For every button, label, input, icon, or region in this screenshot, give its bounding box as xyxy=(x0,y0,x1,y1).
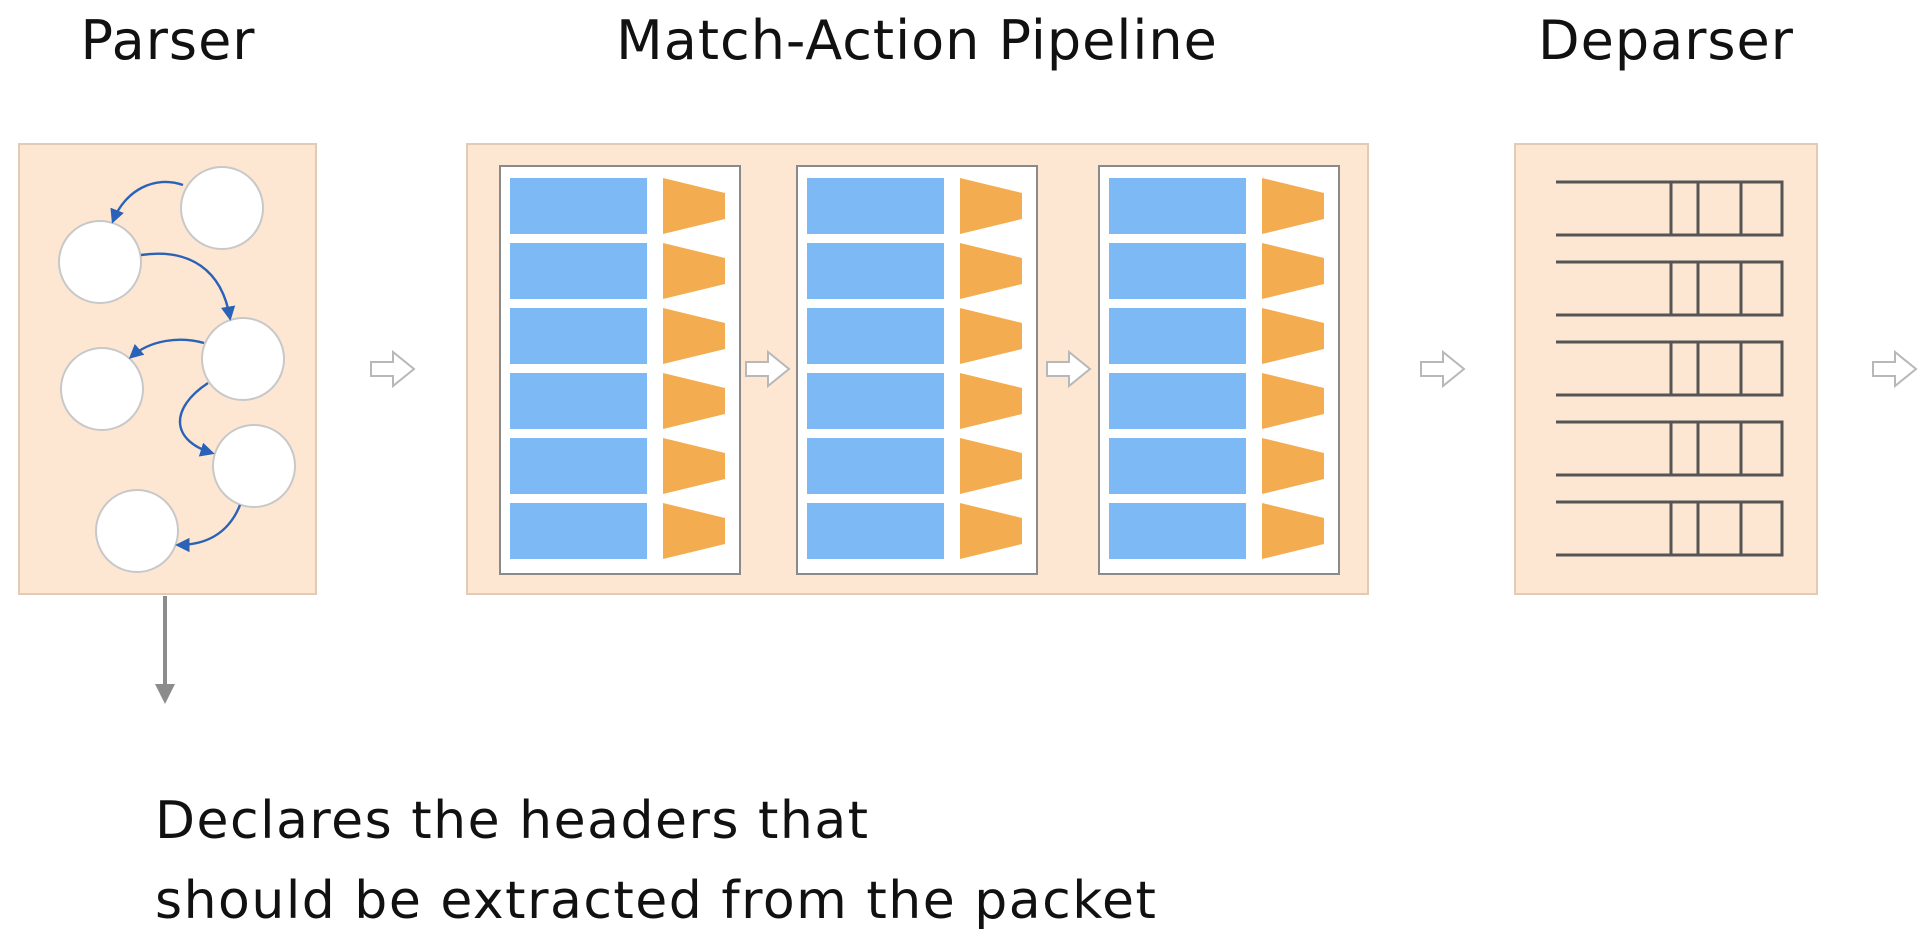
action-unit xyxy=(960,178,1022,234)
flow-arrow xyxy=(370,349,416,389)
action-unit xyxy=(960,438,1022,494)
match-table xyxy=(510,308,647,364)
action-unit xyxy=(663,438,725,494)
action-unit xyxy=(663,373,725,429)
action-unit xyxy=(1262,178,1324,234)
action-unit xyxy=(1262,438,1324,494)
match-table xyxy=(807,373,944,429)
flow-arrow xyxy=(1420,349,1466,389)
parser-state-node xyxy=(95,489,179,573)
action-unit xyxy=(960,308,1022,364)
deparser-header-row xyxy=(1556,420,1784,477)
match-table xyxy=(1109,243,1246,299)
match-table xyxy=(807,308,944,364)
action-unit xyxy=(960,373,1022,429)
action-unit xyxy=(663,308,725,364)
action-unit xyxy=(960,503,1022,559)
action-unit xyxy=(663,243,725,299)
action-unit xyxy=(663,178,725,234)
match-table xyxy=(1109,308,1246,364)
match-table xyxy=(1109,178,1246,234)
parser-caption-line-2: should be extracted from the packet xyxy=(155,871,1158,931)
deparser-header-row xyxy=(1556,340,1784,397)
match-table xyxy=(1109,438,1246,494)
parser-panel xyxy=(18,143,317,595)
parser-state-node xyxy=(201,317,285,401)
match-table xyxy=(1109,503,1246,559)
match-table xyxy=(510,243,647,299)
parser-state-node xyxy=(58,220,142,304)
parser-state-node xyxy=(60,347,144,431)
down-arrow xyxy=(155,596,175,704)
action-unit xyxy=(1262,373,1324,429)
pipeline-panel xyxy=(466,143,1369,595)
match-action-stage xyxy=(499,165,741,575)
parser-state-node xyxy=(180,166,264,250)
match-table xyxy=(510,373,647,429)
action-unit xyxy=(1262,243,1324,299)
match-action-stage xyxy=(1098,165,1340,575)
deparser-panel xyxy=(1514,143,1818,595)
action-unit xyxy=(663,503,725,559)
deparser-header-row xyxy=(1556,260,1784,317)
parser-transition-arrow xyxy=(128,338,205,359)
deparser-header-row xyxy=(1556,180,1784,237)
parser-transition-arrow xyxy=(175,504,242,553)
match-table xyxy=(1109,373,1246,429)
parser-title: Parser xyxy=(80,9,256,72)
flow-arrow xyxy=(1872,349,1918,389)
match-action-stage xyxy=(796,165,1038,575)
pipeline-title: Match-Action Pipeline xyxy=(616,9,1218,72)
parser-transition-arrow xyxy=(110,180,184,224)
action-unit xyxy=(1262,503,1324,559)
deparser-header-row xyxy=(1556,500,1784,557)
parser-transition-arrow xyxy=(178,381,215,457)
match-table xyxy=(807,243,944,299)
match-table xyxy=(807,503,944,559)
action-unit xyxy=(960,243,1022,299)
deparser-title: Deparser xyxy=(1538,9,1794,72)
flow-arrow xyxy=(1046,349,1092,389)
match-table xyxy=(510,178,647,234)
parser-caption-line-1: Declares the headers that xyxy=(155,791,870,851)
match-table xyxy=(510,503,647,559)
match-table xyxy=(510,438,647,494)
action-unit xyxy=(1262,308,1324,364)
match-table xyxy=(807,438,944,494)
flow-arrow xyxy=(745,349,791,389)
parser-state-node xyxy=(212,424,296,508)
match-table xyxy=(807,178,944,234)
parser-transition-arrow xyxy=(140,252,236,321)
